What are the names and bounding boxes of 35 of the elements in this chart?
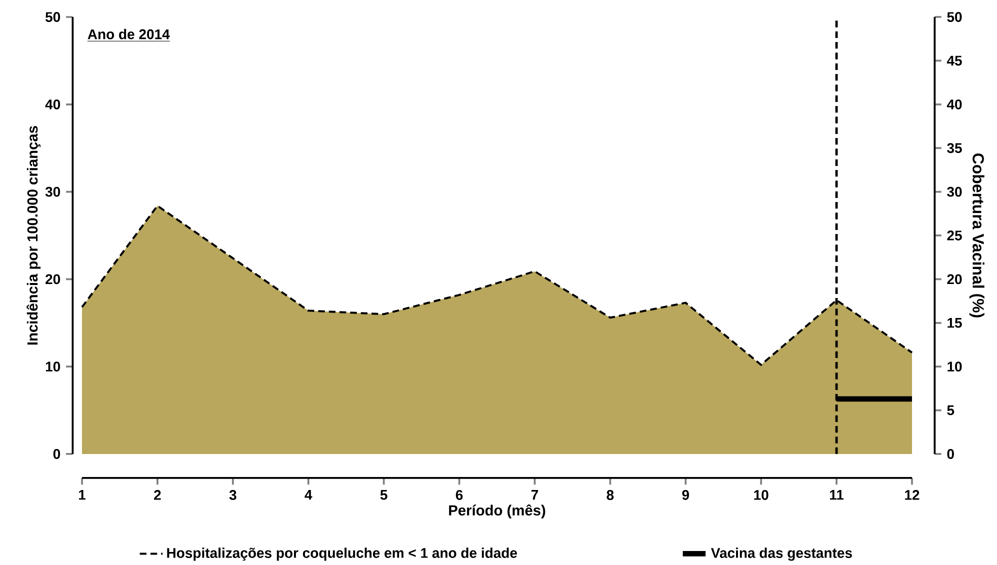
- y-tick-label: 50: [45, 12, 60, 22]
- y2-tick-label: 15: [948, 318, 962, 328]
- y-axis-title: Incidência por 100.000 crianças: [26, 126, 41, 345]
- x-tick-label: 6: [456, 490, 463, 500]
- y2-tick-label: 25: [947, 230, 962, 240]
- y2-tick-label: 5: [947, 405, 954, 416]
- y2-tick-label: 40: [946, 99, 962, 110]
- x-tick-label: 12: [905, 490, 920, 500]
- y-tick-label: 10: [46, 362, 60, 372]
- x-tick-label: 4: [304, 490, 312, 500]
- y2-tick-label: 35: [947, 143, 962, 154]
- x-tick-label: 1: [78, 490, 86, 500]
- x-tick-label: 10: [754, 490, 768, 500]
- y-tick-label: 30: [45, 186, 60, 197]
- legend-label: Vacina das gestantes: [711, 548, 852, 561]
- x-tick-label: 8: [606, 490, 614, 500]
- legend-label: Hospitalizações por coqueluche em < 1 ano de idade: [167, 548, 517, 561]
- x-tick-label: 11: [830, 490, 844, 500]
- y-tick-label: 40: [45, 99, 60, 110]
- y-tick-label: 0: [53, 448, 60, 459]
- x-tick-label: 9: [682, 490, 689, 500]
- y2-tick-label: 45: [946, 56, 962, 66]
- x-tick-label: 7: [531, 490, 538, 500]
- y2-axis-title: Cobertura Vacinal (%): [969, 153, 984, 318]
- y2-tick-label: 30: [947, 186, 962, 197]
- y2-tick-label: 50: [947, 12, 962, 22]
- y2-tick-label: 20: [947, 274, 962, 284]
- x-tick-label: 2: [154, 490, 161, 500]
- annotation: Ano de 2014: [88, 28, 170, 40]
- x-tick-label: 5: [380, 490, 388, 500]
- x-axis-title: Período (mês): [449, 504, 546, 518]
- y2-tick-label: 10: [948, 362, 962, 372]
- x-tick-label: 3: [229, 490, 236, 500]
- y2-tick-label: 0: [947, 448, 954, 459]
- y-tick-label: 20: [46, 274, 60, 284]
